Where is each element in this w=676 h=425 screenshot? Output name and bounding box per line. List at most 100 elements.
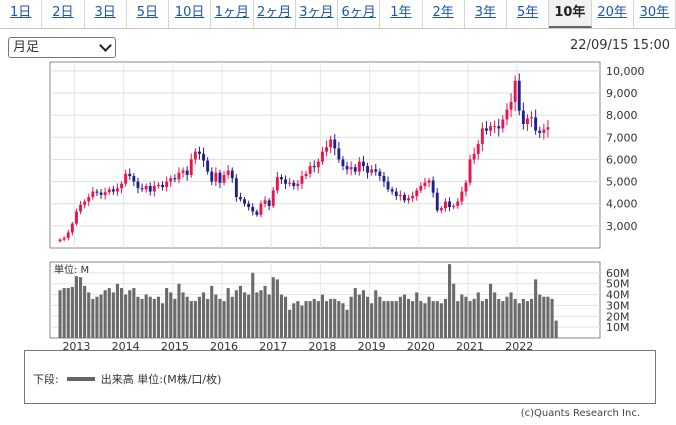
volume-y-tick-label: 50M: [606, 278, 630, 291]
volume-y-tick-label: 30M: [606, 299, 630, 312]
candle-body: [312, 166, 316, 168]
volume-bar: [439, 303, 443, 338]
candle-body: [136, 181, 140, 189]
volume-y-tick-label: 20M: [606, 310, 630, 323]
candle-body: [239, 197, 242, 200]
candle-body: [419, 186, 423, 191]
volume-bar: [427, 296, 431, 338]
candle-body: [362, 161, 365, 167]
volume-bar: [525, 301, 530, 338]
volume-bar: [152, 298, 156, 338]
candle-body: [214, 172, 218, 182]
candle-body: [58, 239, 62, 242]
volume-bar: [292, 303, 296, 338]
tab-6[interactable]: 2ヶ月: [254, 0, 296, 28]
tab-13[interactable]: 10年: [549, 0, 592, 28]
volume-bar: [210, 285, 214, 338]
candle-body: [300, 176, 304, 184]
volume-bar: [308, 301, 312, 338]
candle-body: [70, 223, 74, 233]
candle-body: [284, 179, 287, 184]
candle-body: [464, 182, 468, 192]
volume-bar: [435, 301, 439, 338]
tab-1[interactable]: 2日: [42, 0, 85, 28]
x-tick-label: 2013: [62, 340, 90, 350]
volume-bar: [263, 285, 267, 338]
price-y-tick-label: 3,000: [606, 220, 638, 233]
candle-body: [366, 166, 369, 173]
tab-11[interactable]: 3年: [465, 0, 507, 28]
volume-bar: [468, 301, 472, 338]
volume-bar: [546, 296, 550, 338]
candle-body: [247, 203, 251, 208]
volume-bar: [374, 290, 378, 338]
volume-bar: [419, 301, 423, 338]
volume-bar: [538, 294, 542, 338]
tab-4[interactable]: 10日: [169, 0, 212, 28]
tab-7[interactable]: 3ヶ月: [296, 0, 338, 28]
volume-bar: [140, 298, 144, 338]
volume-bar: [259, 290, 263, 338]
tab-12[interactable]: 5年: [507, 0, 550, 28]
candle-body: [398, 194, 402, 196]
candle-body: [415, 190, 419, 196]
volume-bar: [464, 296, 468, 338]
tab-0[interactable]: 1日: [0, 0, 43, 28]
candle-body: [91, 191, 95, 198]
volume-bar: [279, 294, 284, 338]
period-select[interactable]: 月足: [8, 37, 116, 58]
tab-5[interactable]: 1ヶ月: [211, 0, 254, 28]
candle-body: [120, 183, 123, 189]
candle-body: [165, 181, 169, 188]
volume-bar: [111, 292, 115, 338]
candle-body: [132, 176, 136, 182]
candle-body: [83, 201, 87, 205]
candle-body: [304, 173, 308, 177]
candle-body: [423, 182, 427, 186]
volume-bar: [288, 309, 292, 338]
volume-y-tick-label: 40M: [606, 289, 630, 302]
volume-y-tick-label: 10M: [606, 321, 630, 334]
stock-chart: 3,000 4,000 5,000 6,000 7,000 8,000 9,000 10,00…: [49, 61, 645, 350]
candle-body: [485, 128, 488, 131]
x-tick-label: 2016: [210, 340, 238, 350]
volume-bar: [534, 279, 538, 338]
candle-body: [546, 127, 550, 130]
volume-bar: [206, 298, 210, 338]
candle-body: [226, 170, 230, 175]
volume-bar: [169, 292, 173, 338]
volume-bar: [78, 277, 83, 338]
candle-body: [427, 180, 431, 183]
candle-body: [87, 197, 91, 202]
tab-15[interactable]: 30年: [634, 0, 676, 28]
candle-body: [103, 192, 107, 195]
candle-body: [521, 110, 525, 124]
volume-bar: [296, 301, 300, 338]
tab-3[interactable]: 5日: [127, 0, 169, 28]
price-y-tick-label: 6,000: [606, 153, 638, 166]
candle-body: [452, 205, 456, 208]
volume-bar: [247, 294, 251, 338]
tab-10[interactable]: 2年: [423, 0, 465, 28]
candle-body: [66, 232, 70, 239]
candle-body: [325, 147, 328, 152]
candle-body: [206, 160, 210, 172]
candle-body: [111, 189, 115, 192]
candle-body: [271, 190, 275, 206]
tab-2[interactable]: 3日: [85, 0, 127, 28]
volume-bar: [234, 290, 238, 338]
tab-14[interactable]: 20年: [592, 0, 634, 28]
tab-8[interactable]: 6ヶ月: [338, 0, 381, 28]
volume-bar: [505, 296, 509, 338]
candle-body: [173, 178, 177, 180]
legend-lower-label: 下段:: [33, 373, 59, 386]
candle-body: [378, 171, 382, 177]
tab-9[interactable]: 1年: [380, 0, 423, 28]
volume-bar: [337, 301, 341, 338]
candle-body: [476, 143, 480, 154]
candle-body: [534, 117, 538, 131]
candle-body: [198, 151, 201, 154]
candle-body: [116, 188, 119, 192]
volume-bar: [132, 288, 136, 338]
volume-bar: [242, 292, 247, 338]
